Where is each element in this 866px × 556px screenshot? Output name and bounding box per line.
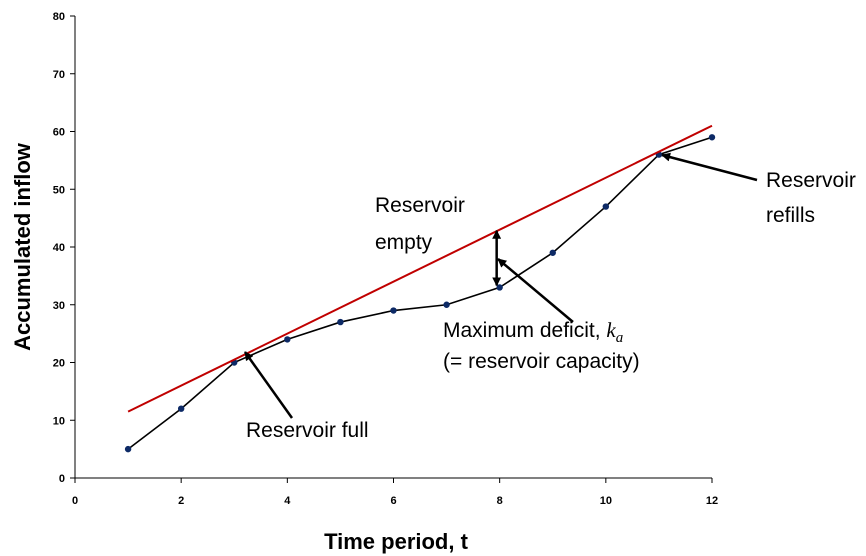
- annotation-reservoir-refills: Reservoir refills: [661, 152, 856, 227]
- x-tick-label: 4: [284, 495, 291, 507]
- data-point: [124, 445, 132, 453]
- annotation-reservoir-empty: Reservoir empty: [375, 194, 465, 254]
- x-tick-label: 8: [497, 495, 503, 507]
- annotation-max-deficit-sub: a: [616, 330, 624, 346]
- data-point: [443, 301, 450, 308]
- annotation-max-deficit-prefix: Maximum deficit,: [443, 319, 606, 342]
- x-tick-label: 0: [72, 495, 78, 507]
- annotation-reservoir-refills-line2: refills: [766, 204, 815, 227]
- y-tick-label: 30: [53, 300, 65, 312]
- x-tick-label: 6: [390, 495, 396, 507]
- data-point: [708, 134, 716, 141]
- y-tick-label: 80: [53, 11, 65, 23]
- annotation-max-deficit-line1: Maximum deficit, ka: [443, 318, 623, 346]
- annotation-reservoir-full-label: Reservoir full: [246, 419, 369, 442]
- annotation-max-deficit-line2: (= reservoir capacity): [443, 350, 640, 373]
- annotation-max-deficit-var: k: [606, 318, 616, 342]
- max-deficit-pointer-arrow: [497, 258, 574, 323]
- x-axis-title: Time period, t: [324, 529, 469, 554]
- annotation-reservoir-empty-line1: Reservoir: [375, 194, 465, 217]
- reservoir-refills-arrow: [661, 152, 758, 182]
- x-tick-label: 2: [178, 495, 184, 507]
- y-tick-label: 60: [53, 127, 65, 139]
- series-layer: [124, 124, 716, 453]
- data-point: [337, 318, 344, 326]
- annotation-max-deficit: Maximum deficit, ka (= reservoir capacit…: [443, 258, 640, 373]
- y-tick-label: 10: [53, 415, 65, 427]
- x-tick-label: 12: [706, 495, 718, 507]
- data-point: [284, 336, 291, 343]
- annotation-reservoir-empty-line2: empty: [375, 231, 433, 254]
- y-axis-title: Accumulated inflow: [10, 142, 35, 351]
- annotation-reservoir-refills-line1: Reservoir: [766, 169, 856, 192]
- y-tick-label: 20: [53, 358, 65, 370]
- reservoir-full-arrow: [243, 351, 294, 419]
- y-tick-label: 70: [53, 69, 65, 81]
- data-point: [549, 249, 556, 256]
- x-axis-ticks: 0 2 4 6 8 10 12: [72, 478, 718, 507]
- data-point: [602, 203, 610, 210]
- y-axis-ticks: 0 10 20 30 40 50 60 70 80: [53, 11, 75, 485]
- annotation-reservoir-full: Reservoir full: [243, 351, 369, 442]
- y-tick-label: 40: [53, 242, 65, 254]
- data-point: [177, 405, 185, 412]
- y-tick-label: 0: [59, 473, 65, 485]
- series-line-accumulated-inflow: [127, 136, 713, 450]
- series-line-demand-line: [127, 124, 713, 413]
- data-point: [390, 307, 397, 314]
- y-tick-label: 50: [53, 184, 65, 196]
- x-tick-label: 10: [600, 495, 612, 507]
